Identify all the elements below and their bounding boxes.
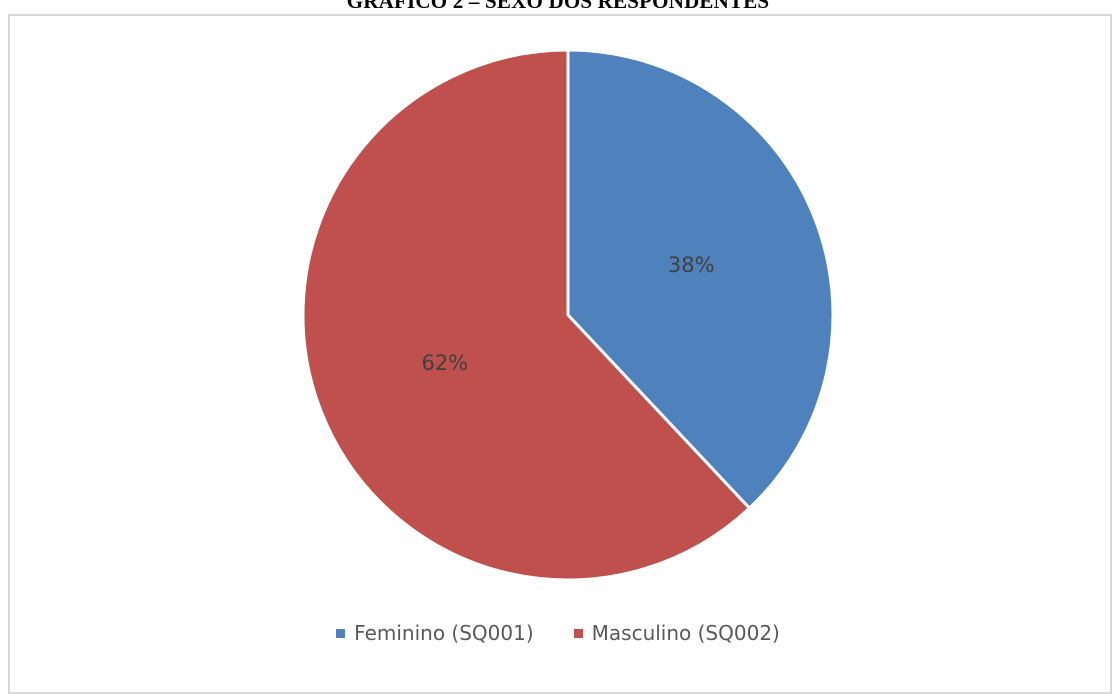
legend-swatch-masculino bbox=[573, 628, 583, 638]
chart-title: GRÁFICO 2 – SEXO DOS RESPONDENTES bbox=[346, 0, 770, 13]
legend-item-masculino: Masculino (SQ002) bbox=[573, 621, 780, 645]
legend-item-feminino: Feminino (SQ001) bbox=[336, 621, 534, 645]
data-label-masculino: 62% bbox=[421, 351, 468, 375]
data-label-feminino: 38% bbox=[668, 253, 715, 277]
legend-swatch-feminino bbox=[336, 628, 346, 638]
chart-legend: Feminino (SQ001) Masculino (SQ002) bbox=[0, 621, 1116, 645]
pie-slice-feminino bbox=[566, 48, 835, 510]
legend-label-masculino: Masculino (SQ002) bbox=[591, 621, 780, 645]
pie-chart: 38% 62% bbox=[301, 48, 835, 582]
pie-slice-masculino bbox=[301, 48, 751, 582]
legend-label-feminino: Feminino (SQ001) bbox=[354, 621, 534, 645]
